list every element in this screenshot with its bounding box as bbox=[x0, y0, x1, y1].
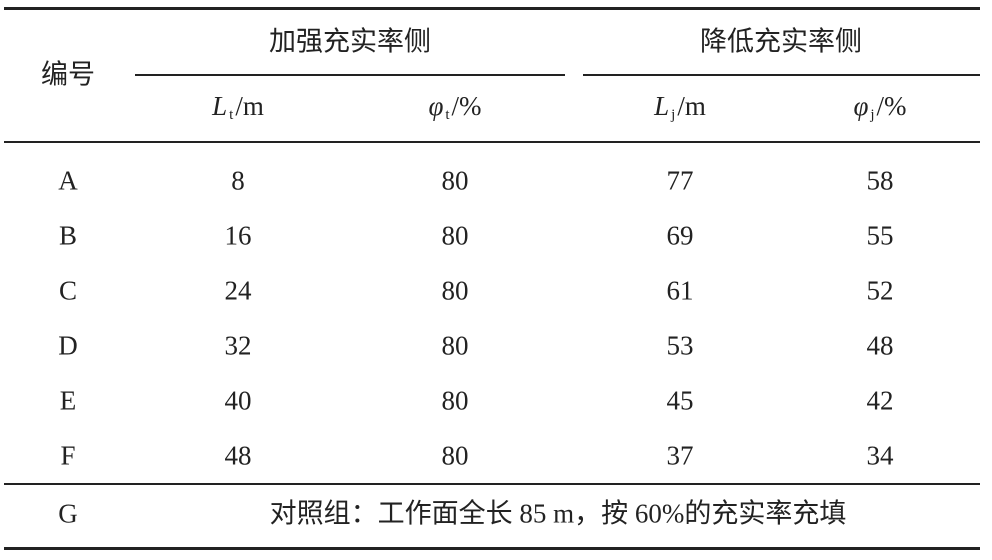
column-symbol: L bbox=[654, 91, 670, 121]
cell-value: 80 bbox=[441, 330, 469, 361]
cell-value: 32 bbox=[224, 330, 252, 361]
cell-value: 42 bbox=[866, 385, 894, 416]
row-id: A bbox=[58, 165, 78, 196]
row-id: C bbox=[58, 275, 78, 306]
row-id: E bbox=[59, 385, 77, 416]
group-header: 加强充实率侧 bbox=[269, 26, 431, 57]
column-subscript: j bbox=[671, 107, 676, 123]
row-id: D bbox=[58, 330, 78, 361]
column-unit: /m bbox=[235, 91, 264, 121]
row-id: G bbox=[58, 498, 78, 529]
column-header: φ t/% bbox=[428, 93, 481, 123]
cell-value: 48 bbox=[224, 440, 252, 471]
cell-value: 37 bbox=[666, 440, 694, 471]
cell-value: 40 bbox=[224, 385, 252, 416]
group-rule bbox=[135, 74, 565, 76]
header-rule bbox=[4, 141, 980, 143]
cell-value: 80 bbox=[441, 385, 469, 416]
group-rule bbox=[583, 74, 980, 76]
cell-value: 80 bbox=[441, 275, 469, 306]
cell-value: 80 bbox=[441, 440, 469, 471]
row-id: F bbox=[60, 440, 76, 471]
header-id: 编号 bbox=[41, 59, 95, 90]
cell-value: 45 bbox=[666, 385, 694, 416]
body-rule bbox=[4, 483, 980, 485]
cell-value: 24 bbox=[224, 275, 252, 306]
column-subscript: t bbox=[229, 107, 234, 123]
cell-value: 61 bbox=[666, 275, 694, 306]
column-subscript: j bbox=[870, 107, 875, 123]
cell-value: 58 bbox=[866, 165, 894, 196]
control-note: 对照组：工作面全长 85 m，按 60%的充实率充填 bbox=[269, 498, 847, 529]
column-subscript: t bbox=[445, 107, 450, 123]
cell-value: 53 bbox=[666, 330, 694, 361]
cell-value: 8 bbox=[231, 165, 245, 196]
cell-value: 55 bbox=[866, 220, 894, 251]
cell-value: 80 bbox=[441, 165, 469, 196]
column-symbol: φ bbox=[428, 91, 444, 121]
cell-value: 34 bbox=[866, 440, 894, 471]
cell-value: 52 bbox=[866, 275, 894, 306]
cell-value: 69 bbox=[666, 220, 694, 251]
column-symbol: L bbox=[212, 91, 228, 121]
top-rule bbox=[4, 7, 980, 10]
row-id: B bbox=[58, 220, 78, 251]
column-header: φ j/% bbox=[853, 93, 906, 123]
column-unit: /m bbox=[677, 91, 706, 121]
cell-value: 16 bbox=[224, 220, 252, 251]
column-unit: /% bbox=[451, 91, 482, 121]
column-symbol: φ bbox=[853, 91, 869, 121]
cell-value: 80 bbox=[441, 220, 469, 251]
column-unit: /% bbox=[876, 91, 907, 121]
group-header: 降低充实率侧 bbox=[700, 26, 862, 57]
bottom-rule bbox=[4, 547, 980, 550]
cell-value: 77 bbox=[666, 165, 694, 196]
cell-value: 48 bbox=[866, 330, 894, 361]
